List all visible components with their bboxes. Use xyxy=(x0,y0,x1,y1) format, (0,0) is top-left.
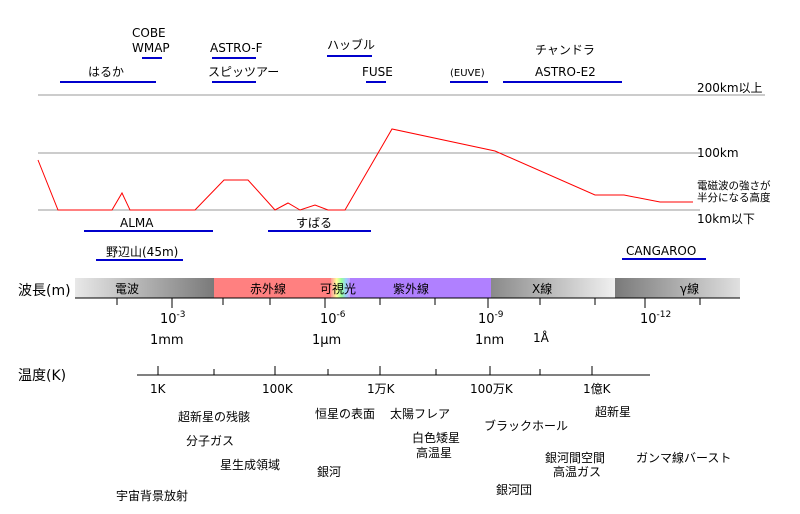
wavelength-unit-mm: 1mm xyxy=(150,333,184,348)
band-xray xyxy=(491,278,615,298)
temperature-tick-1m-k: 100万K xyxy=(470,382,514,396)
wavelength-axis-label: 波長(m) xyxy=(18,283,71,299)
satellite-chandra: チャンドラ xyxy=(535,43,595,57)
object-galaxy-cluster: 銀河団 xyxy=(496,483,532,497)
band-ultraviolet xyxy=(350,278,491,298)
satellite-hubble: ハッブル xyxy=(327,37,375,52)
wavelength-unit-nm: 1nm xyxy=(475,333,504,348)
satellite-astro-e2: ASTRO-E2 xyxy=(535,65,596,79)
satellite-astro-f: ASTRO-F xyxy=(210,41,263,55)
object-cmb: 宇宙背景放射 xyxy=(116,488,188,503)
band-label-infrared: 赤外線 xyxy=(250,281,286,296)
band-gamma xyxy=(615,278,740,298)
object-hot-gas: 高温ガス xyxy=(553,464,601,479)
temperature-minor-ticks xyxy=(213,369,541,375)
object-galaxy: 銀河 xyxy=(317,465,341,479)
object-supernova: 超新星 xyxy=(595,404,631,419)
altitude-label-high: 200km以上 xyxy=(697,81,763,95)
band-label-xray: X線 xyxy=(532,281,552,296)
wavelength-minor-ticks xyxy=(116,298,701,305)
object-solar-flare: 太陽フレア xyxy=(390,406,450,421)
band-radio xyxy=(75,278,214,298)
wavelength-tick-1e-3: 10-3 xyxy=(160,310,186,327)
wavelength-major-ticks xyxy=(171,298,646,308)
absorption-note-line2: 半分になる高度 xyxy=(697,191,771,204)
band-label-visible: 可視光 xyxy=(320,281,356,296)
satellite-fuse: FUSE xyxy=(362,65,393,79)
ground-nobeyama: 野辺山(45m) xyxy=(106,245,178,259)
wavelength-tick-1e-9: 10-9 xyxy=(478,310,504,327)
band-label-ultraviolet: 紫外線 xyxy=(393,281,429,296)
satellite-wmap: WMAP xyxy=(132,41,170,55)
band-visible xyxy=(331,278,350,298)
temperature-tick-1k: 1K xyxy=(150,382,167,396)
wavelength-unit-um: 1μm xyxy=(312,333,341,348)
absorption-curve xyxy=(37,128,693,211)
altitude-label-mid: 100km xyxy=(697,146,739,160)
ground-subaru: すばる xyxy=(296,216,332,230)
ground-alma: ALMA xyxy=(120,216,154,230)
altitude-label-low: 10km以下 xyxy=(697,212,755,226)
object-white-dwarf: 白色矮星 xyxy=(412,430,460,445)
object-supernova-remnant: 超新星の残骸 xyxy=(178,409,250,424)
satellite-euve: (EUVE) xyxy=(450,68,485,79)
object-intergalactic-space: 銀河間空間 xyxy=(545,451,605,465)
temperature-axis-label: 温度(K) xyxy=(18,368,66,384)
ground-cangaroo: CANGAROO xyxy=(626,244,696,258)
satellite-haruka: はるか xyxy=(88,65,124,79)
object-stellar-surface: 恒星の表面 xyxy=(315,407,375,421)
satellite-spitzer: スピッツアー xyxy=(208,65,279,79)
wavelength-tick-1e-6: 10-6 xyxy=(320,310,346,327)
temperature-tick-100m-k: 1億K xyxy=(583,382,612,396)
absorption-note-line1: 電磁波の強さが xyxy=(697,179,771,192)
temperature-major-ticks xyxy=(157,366,593,375)
object-star-forming-region: 星生成領域 xyxy=(220,457,280,472)
wavelength-unit-angstrom: 1Å xyxy=(533,330,550,345)
satellite-cobe: COBE xyxy=(132,26,166,40)
temperature-tick-10000k: 1万K xyxy=(367,382,396,396)
object-black-hole: ブラックホール xyxy=(484,418,568,433)
object-hot-star: 高温星 xyxy=(416,445,452,460)
object-gamma-ray-burst: ガンマ線バースト xyxy=(636,450,731,465)
object-molecular-gas: 分子ガス xyxy=(186,434,234,448)
wavelength-tick-1e-12: 10-12 xyxy=(640,310,671,327)
band-infrared xyxy=(214,278,331,298)
temperature-tick-100k: 100K xyxy=(262,382,294,396)
band-label-gamma: γ線 xyxy=(680,281,699,296)
band-label-radio: 電波 xyxy=(115,282,139,296)
